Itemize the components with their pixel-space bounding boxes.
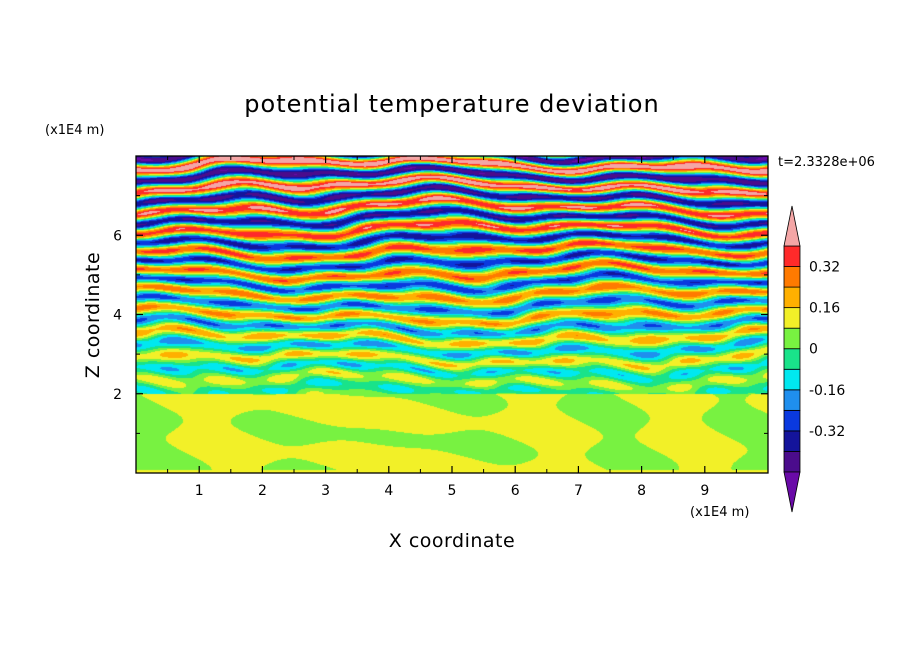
colorbar-tick-label: 0: [809, 342, 818, 358]
colorbar-tick-label: -0.16: [809, 383, 845, 399]
x-tick-label: 8: [637, 483, 646, 499]
colorbar-box: [783, 327, 801, 350]
colorbar-box: [783, 348, 801, 370]
y-tick-label: 4: [113, 308, 122, 324]
colorbar: 0.32 0.16 0 -0.16 -0.32: [783, 205, 845, 513]
x-tick-label: 4: [384, 483, 393, 499]
colorbar-box: [783, 245, 801, 267]
x-tick-label: 2: [258, 483, 267, 499]
x-axis: 1 2 3 4 5 6 7 8 9: [167, 156, 737, 499]
y-unit-label: (x1E4 m): [45, 123, 104, 138]
colorbar-tick-label: 0.32: [809, 260, 840, 276]
colorbar-box: [783, 266, 801, 288]
x-tick-label: 7: [574, 483, 583, 499]
x-tick-label: 3: [321, 483, 330, 499]
plot-area: [136, 156, 768, 473]
colorbar-box: [783, 451, 801, 473]
y-tick-label: 6: [113, 228, 122, 244]
colorbar-box: [783, 389, 801, 411]
x-tick-label: 9: [700, 483, 709, 499]
colorbar-under-triangle: [783, 471, 801, 513]
colorbar-box: [783, 409, 801, 432]
x-tick-label: 6: [511, 483, 520, 499]
chart-title: potential temperature deviation: [244, 90, 659, 118]
y-axis: 2 4 6: [113, 195, 768, 434]
x-unit-label: (x1E4 m): [690, 505, 749, 520]
colorbar-box: [783, 430, 801, 452]
x-tick-label: 1: [195, 483, 204, 499]
y-tick-label: 2: [113, 387, 122, 403]
colorbar-box: [783, 286, 801, 309]
colorbar-box: [783, 368, 801, 391]
field-image: [136, 156, 768, 473]
y-axis-label: Z coordinate: [82, 252, 104, 378]
x-axis-label: X coordinate: [389, 530, 515, 552]
colorbar-tick-label: -0.32: [809, 424, 845, 440]
colorbar-tick-label: 0.16: [809, 301, 840, 317]
colorbar-over-triangle: [783, 205, 801, 247]
colorbar-box: [783, 307, 801, 329]
time-label: t=2.3328e+06: [778, 155, 875, 170]
x-tick-label: 5: [448, 483, 457, 499]
